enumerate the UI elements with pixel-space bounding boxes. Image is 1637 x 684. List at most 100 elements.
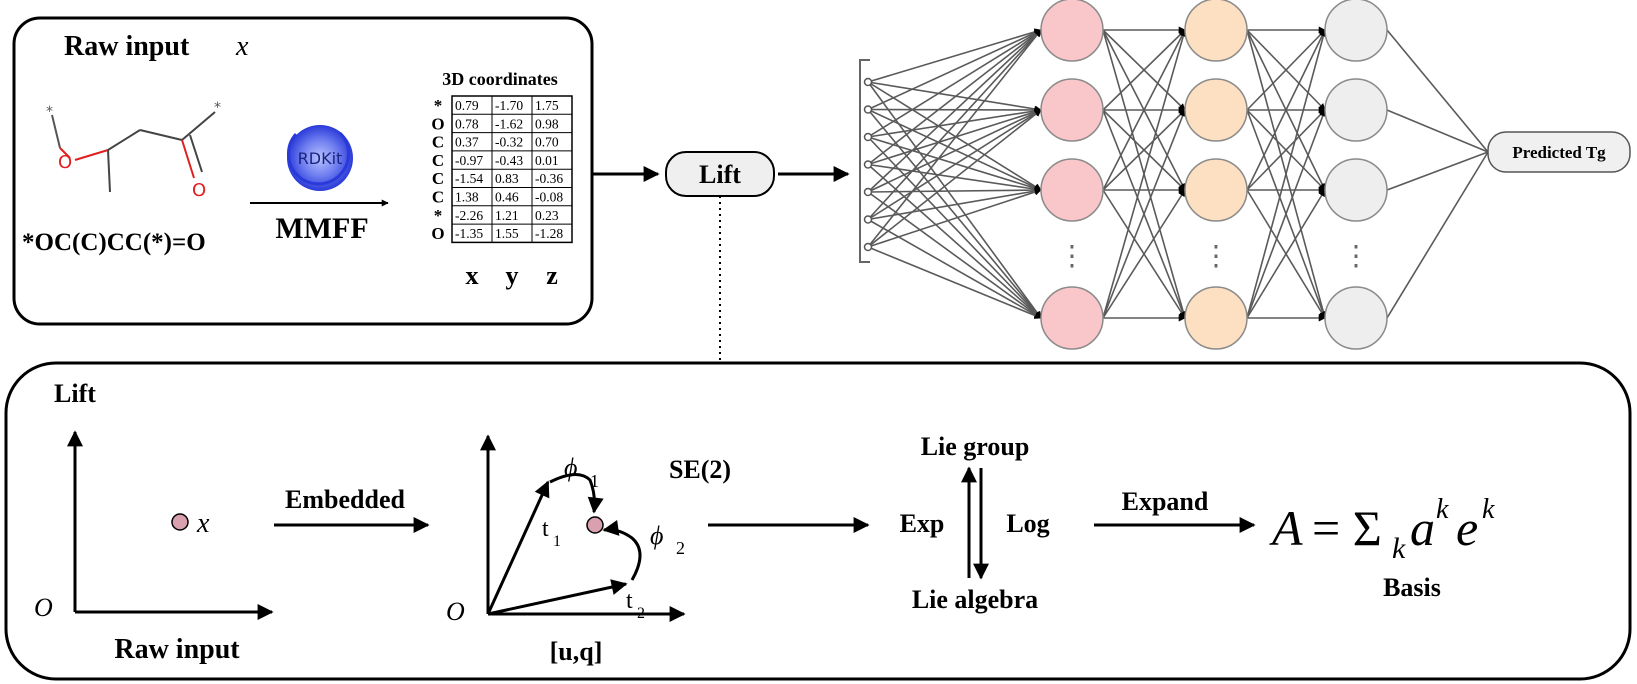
- input-node: [863, 160, 873, 169]
- input-node: [863, 215, 873, 224]
- layer-ellipsis: ⋮: [1342, 239, 1370, 272]
- atom-label: *: [434, 206, 443, 225]
- hidden-node: [1184, 158, 1248, 222]
- raw-input-panel: Raw input x * * O O *OC(C)CC(*)=O RDKit …: [12, 16, 594, 326]
- molecule-structure: [51, 111, 216, 193]
- atom-label: C: [432, 169, 444, 188]
- coord-cell: 0.83: [495, 171, 519, 186]
- formula-a: a: [1410, 500, 1435, 556]
- atom-label: C: [432, 188, 444, 207]
- coord-cell: 0.23: [535, 208, 559, 223]
- raw-input-title-var: x: [235, 31, 249, 62]
- hidden-node: [1324, 0, 1388, 62]
- coord-cell: -1.54: [455, 171, 483, 186]
- coord-cell: -0.97: [455, 153, 483, 168]
- coord-cell: 0.98: [535, 116, 559, 131]
- embedded-label: Embedded: [285, 485, 405, 514]
- coord-cell: 0.70: [535, 135, 559, 150]
- hidden-node: [1040, 158, 1104, 222]
- mmff-label: MMFF: [275, 212, 368, 245]
- t1-subscript: 1: [553, 533, 561, 550]
- phi2-arc: [602, 520, 642, 581]
- network-edges: [867, 26, 1489, 322]
- phi1-subscript: 1: [590, 471, 599, 491]
- input-node: [863, 187, 873, 197]
- log-label: Log: [1006, 509, 1049, 538]
- rdkit-logo-text: RDKit: [298, 149, 343, 168]
- coord-cell: 0.01: [535, 153, 559, 168]
- coord-cell: -1.28: [535, 226, 563, 241]
- coord-axis-label: x: [466, 261, 479, 290]
- atom-label: O: [431, 224, 444, 243]
- input-node: [863, 132, 873, 142]
- formula-e: e: [1456, 500, 1478, 556]
- coord-cell: -1.62: [495, 116, 523, 131]
- t1-vector: [486, 480, 550, 615]
- t2-vector: [487, 579, 628, 616]
- rdkit-logo: RDKit: [286, 125, 353, 191]
- mol-star-right: *: [214, 100, 221, 116]
- expand-label: Expand: [1122, 487, 1209, 516]
- hidden-node: [1184, 0, 1248, 62]
- hidden-node: [1184, 78, 1248, 142]
- basis-formula: A = Σ k a k e k: [1269, 494, 1495, 565]
- layer-ellipsis: ⋮: [1202, 239, 1230, 272]
- coord-cell: 1.21: [495, 208, 519, 223]
- raw-input-axis-label: Raw input: [114, 634, 240, 665]
- input-node: [863, 77, 873, 87]
- formula-e-sup: k: [1482, 494, 1495, 525]
- phi2-subscript: 2: [676, 538, 685, 558]
- atom-label: C: [432, 151, 444, 170]
- coord-cell: 0.79: [455, 98, 479, 113]
- coord-cell: -2.26: [455, 208, 483, 223]
- lie-algebra-label: Lie algebra: [912, 585, 1038, 614]
- se2-point: [586, 516, 604, 534]
- coord-cell: 0.78: [455, 116, 479, 131]
- raw-point-label: x: [196, 508, 210, 539]
- coord-cell: 1.38: [455, 190, 479, 205]
- coord-cell: 1.55: [495, 226, 519, 241]
- mol-oxygen-carbonyl: O: [192, 180, 206, 201]
- coord-cell: 1.75: [535, 98, 559, 113]
- predicted-tg-box: [1487, 131, 1631, 173]
- coord-axis-label: y: [506, 261, 519, 290]
- hidden-node: [1040, 286, 1104, 350]
- coord-cell: -0.43: [495, 153, 523, 168]
- formula-eq-sum: = Σ: [1312, 500, 1382, 556]
- atom-label: O: [431, 114, 444, 133]
- phi1-arc: [549, 473, 604, 514]
- phi2-label: ϕ: [650, 521, 663, 550]
- coord-cell: -0.08: [535, 190, 563, 205]
- se2-label: SE(2): [669, 455, 731, 484]
- predicted-tg-label: Predicted Tg: [1512, 143, 1606, 162]
- hidden-node: [1324, 158, 1388, 222]
- t2-subscript: 2: [637, 605, 645, 622]
- coord-axis-label: z: [546, 261, 558, 290]
- smiles-label: *OC(C)CC(*)=O: [22, 229, 206, 256]
- mol-oxygen-ether: O: [58, 152, 72, 173]
- input-node: [863, 105, 873, 114]
- atom-label: C: [432, 133, 444, 152]
- input-bracket: [859, 59, 870, 263]
- coords-title: 3D coordinates: [442, 69, 558, 89]
- coord-cell: -1.70: [495, 98, 523, 113]
- coord-cell: -1.35: [455, 226, 483, 241]
- raw-origin-label: O: [34, 593, 53, 622]
- coord-cell: 0.46: [495, 190, 519, 205]
- hidden-node: [1324, 78, 1388, 142]
- raw-input-title: Raw input: [64, 31, 190, 62]
- uq-label: [u,q]: [550, 637, 603, 666]
- hidden-node: [1184, 286, 1248, 350]
- lift-panel: Lift O x Raw input Embedded O ϕ 1 ϕ 2 t …: [4, 361, 1632, 681]
- lie-group-label: Lie group: [921, 432, 1030, 461]
- basis-label: Basis: [1383, 573, 1441, 602]
- formula-k-sub: k: [1392, 532, 1406, 565]
- coords-table: * 0.79 -1.70 1.75 O 0.78 -1.62 0.98 C 0.37 -0.32 0.…: [431, 95, 573, 290]
- exp-label: Exp: [900, 509, 945, 538]
- formula-A: A: [1269, 500, 1303, 556]
- t2-label: t: [626, 588, 633, 614]
- lift-panel-title: Lift: [54, 379, 96, 408]
- coord-cell: -0.36: [535, 171, 563, 186]
- se2-origin-label: O: [446, 597, 465, 626]
